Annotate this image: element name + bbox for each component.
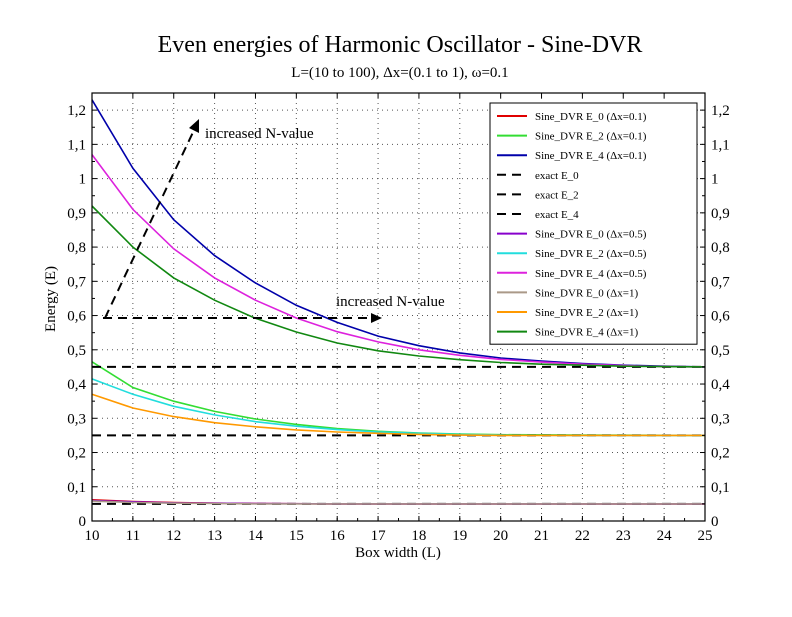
y-tick-label-right: 0 [711,514,719,530]
x-tick-label: 24 [657,528,673,544]
x-tick-label: 15 [289,528,304,544]
annotations: increased N-value increased N-value [103,119,445,323]
annotation-arrowhead-horizontal [371,313,382,323]
y-tick-label-right: 0,6 [711,309,730,325]
annotation-diagonal-label: increased N-value [205,126,314,142]
y-tick-label-right: 0,2 [711,446,730,462]
y-tick-label: 1 [79,172,87,188]
series-line-12 [91,205,706,368]
x-tick-label: 18 [411,528,426,544]
x-tick-label: 21 [534,528,549,544]
chart-title: Even energies of Harmonic Oscillator - S… [158,32,643,58]
x-tick-label: 23 [616,528,631,544]
y-tick-label-right: 1,2 [711,103,730,119]
legend: Sine_DVR E_0 (Δx=0.1) Sine_DVR E_2 (Δx=0.… [489,102,698,345]
annotation-arrow-diagonal [104,127,196,319]
y-tick-label-right: 0,1 [711,480,730,496]
series-lines [91,99,706,505]
y-tick-label: 1,2 [67,103,86,119]
annotation-arrowhead-diagonal [189,119,199,133]
y-tick-label-right: 0,9 [711,206,730,222]
y-tick-label: 1,1 [67,137,86,153]
x-tick-label: 22 [575,528,590,544]
y-tick-label: 0,2 [67,446,86,462]
legend-label: Sine_DVR E_0 (Δx=0.1) [535,111,647,123]
x-tick-label: 14 [248,528,264,544]
x-tick-label: 19 [452,528,467,544]
y-tick-label-right: 0,5 [711,343,730,359]
x-tick-label: 10 [85,528,100,544]
x-tick-label: 16 [330,528,346,544]
legend-label: exact E_4 [535,209,579,221]
legend-label: exact E_2 [535,189,579,201]
y-tick-label: 0,8 [67,240,86,256]
series-line-2 [91,361,706,437]
y-tick-label: 0,3 [67,411,86,427]
x-tick-label: 13 [207,528,222,544]
y-tick-label: 0,1 [67,480,86,496]
axis-ticks: 10 11 12 13 14 15 16 17 18 19 20 21 22 23 24 250 00,1 0,1… [67,93,730,544]
series-line-11 [91,393,705,437]
x-tick-label: 17 [371,528,387,544]
y-axis-label: Energy (E) [43,266,59,332]
legend-label: Sine_DVR E_4 (Δx=0.5) [535,268,647,280]
legend-label: Sine_DVR E_2 (Δx=0.5) [535,248,647,260]
legend-label: Sine_DVR E_0 (Δx=0.5) [535,229,647,241]
y-tick-label-right: 0,8 [711,240,730,256]
legend-label: exact E_0 [535,170,579,182]
y-tick-label-right: 0,7 [711,274,730,290]
series-line-8 [91,378,705,437]
y-tick-label-right: 1,1 [711,137,730,153]
y-tick-label: 0,6 [67,309,86,325]
y-tick-label: 0,5 [67,343,86,359]
legend-label: Sine_DVR E_4 (Δx=1) [535,327,638,339]
x-tick-label: 12 [166,528,181,544]
y-tick-label: 0,4 [67,377,86,393]
y-tick-label: 0,9 [67,206,86,222]
x-axis-label: Box width (L) [355,545,441,561]
legend-label: Sine_DVR E_2 (Δx=0.1) [535,131,647,143]
x-tick-label: 20 [493,528,508,544]
y-tick-label-right: 0,3 [711,411,730,427]
x-tick-label: 25 [698,528,713,544]
legend-box [489,102,698,345]
legend-label: Sine_DVR E_4 (Δx=0.1) [535,150,647,162]
legend-label: Sine_DVR E_0 (Δx=1) [535,287,638,299]
y-tick-label: 0 [79,514,87,530]
y-tick-label: 0,7 [67,274,86,290]
series-line-10 [91,500,705,505]
legend-label: Sine_DVR E_2 (Δx=1) [535,307,638,319]
annotation-horizontal-label: increased N-value [336,294,445,310]
y-tick-label-right: 1 [711,172,719,188]
x-tick-label: 11 [126,528,140,544]
chart-subtitle: L=(10 to 100), Δx=(0.1 to 1), ω=0.1 [291,65,508,81]
y-tick-label-right: 0,4 [711,377,730,393]
